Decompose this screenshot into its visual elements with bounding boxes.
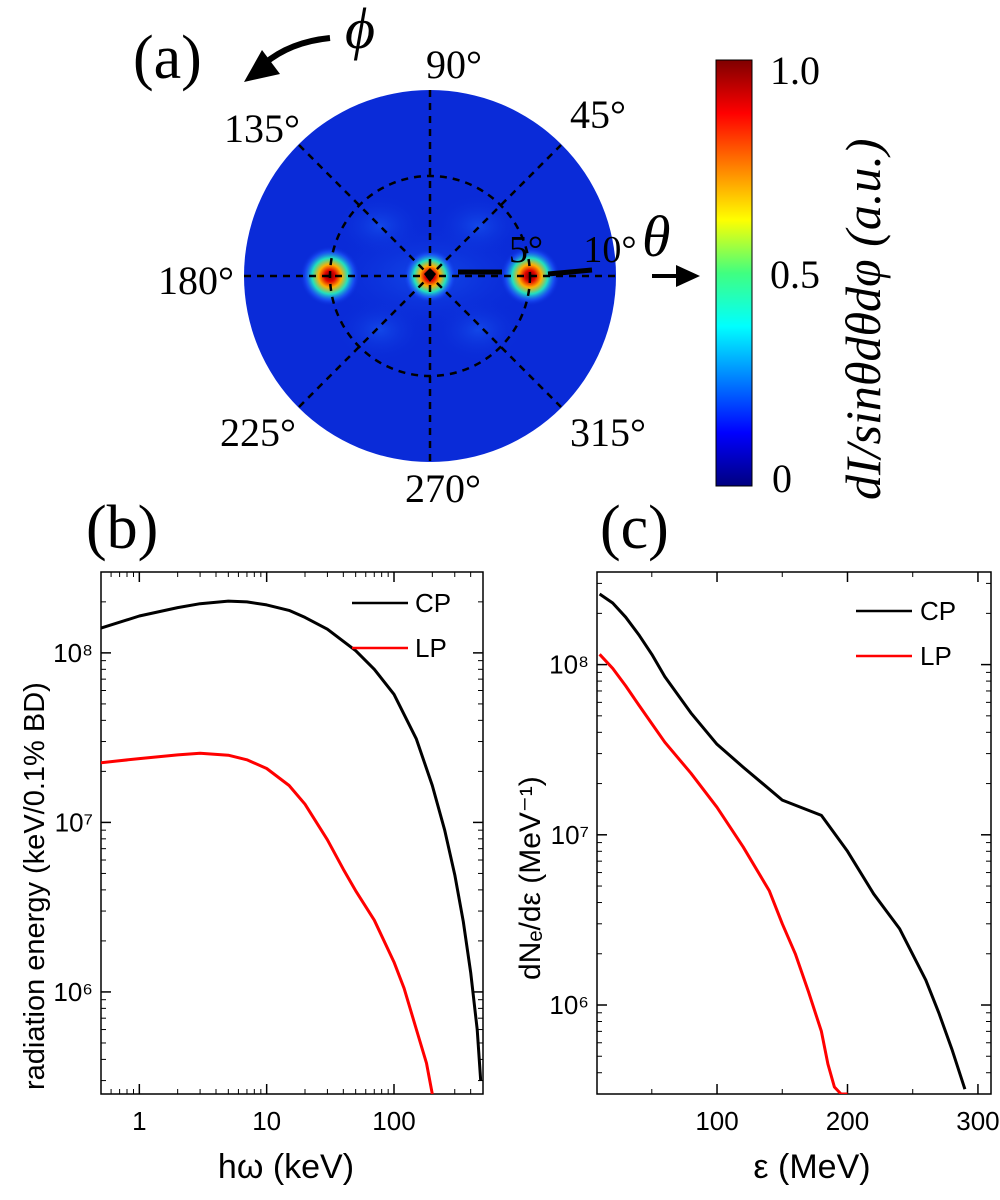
theta-arrow-head bbox=[676, 265, 700, 287]
colorbar-label: dI/sinθdθdφ (a.u.) bbox=[835, 139, 891, 500]
phi-arrow bbox=[262, 35, 331, 67]
y-tick-label: 10⁷ bbox=[551, 820, 589, 850]
x-tick-label: 100 bbox=[372, 1106, 415, 1136]
panel-a: (a) ϕ 90° 45° 135° 180° bbox=[133, 0, 891, 511]
axis-ticks-c: 10⁶ 10⁷ 10⁸ 100 200 300 bbox=[549, 572, 1000, 1136]
colorbar bbox=[715, 59, 753, 487]
y-tick-label: 10⁷ bbox=[55, 807, 93, 837]
y-axis-label-c: dNₑ/dε (MeV⁻¹) bbox=[514, 776, 547, 980]
series-line-cp bbox=[598, 592, 967, 1090]
y-tick-label: 10⁸ bbox=[53, 638, 93, 668]
radial-label-5: 5° bbox=[509, 229, 543, 271]
panel-c: (c) 10⁶ 10⁷ 10⁸ 100 200 300 CP LP dNₑ/dε (MeV… bbox=[514, 494, 1000, 1186]
x-tick-label: 1 bbox=[132, 1106, 146, 1136]
plot-frame-c bbox=[596, 571, 992, 1095]
panel-c-label: (c) bbox=[600, 494, 669, 562]
legend-label-lp: LP bbox=[920, 641, 952, 671]
azimuth-label-225: 225° bbox=[220, 410, 296, 455]
colorbar-tick-max: 1.0 bbox=[770, 48, 820, 93]
x-tick-label: 10 bbox=[252, 1106, 281, 1136]
axis-ticks-b: 10⁶ 10⁷ 10⁸ 1 10 100 bbox=[53, 571, 484, 1136]
azimuth-label-45: 45° bbox=[570, 92, 626, 137]
y-tick-label: 10⁶ bbox=[549, 990, 589, 1020]
phi-arrow-head bbox=[244, 50, 280, 82]
x-axis-label-b: hω (keV) bbox=[218, 1148, 354, 1186]
x-tick-label: 300 bbox=[956, 1106, 999, 1136]
panel-b: (b) 10⁶ 10⁷ 10⁸ 1 10 100 CP LP radiation ener… bbox=[19, 494, 484, 1186]
legend-label-cp: CP bbox=[415, 588, 451, 618]
colorbar-tick-mid: 0.5 bbox=[770, 252, 820, 297]
azimuth-label-270: 270° bbox=[405, 466, 481, 511]
theta-symbol: θ bbox=[642, 204, 671, 269]
plot-frame-b bbox=[100, 571, 484, 1095]
azimuth-label-135: 135° bbox=[224, 106, 300, 151]
center-marker bbox=[424, 268, 436, 282]
azimuth-label-315: 315° bbox=[570, 410, 646, 455]
series-line-lp bbox=[598, 653, 848, 1094]
phi-symbol: ϕ bbox=[345, 0, 375, 61]
y-tick-label: 10⁶ bbox=[53, 977, 93, 1007]
series-lines-b bbox=[101, 599, 483, 1094]
series-line-cp bbox=[101, 599, 483, 1081]
x-tick-label: 100 bbox=[695, 1106, 738, 1136]
y-axis-label-b: radiation energy (keV/0.1% BD) bbox=[19, 682, 51, 1090]
grid-circle-5deg bbox=[328, 174, 532, 378]
legend-label-lp: LP bbox=[415, 633, 447, 663]
radial-label-10: 10° bbox=[583, 229, 636, 271]
panel-b-label: (b) bbox=[86, 494, 158, 562]
series-lines-c bbox=[598, 592, 967, 1094]
colorbar-tick-min: 0 bbox=[772, 456, 792, 501]
y-tick-label: 10⁸ bbox=[549, 650, 589, 680]
theta-tick-bar bbox=[547, 267, 593, 277]
panel-a-label: (a) bbox=[133, 24, 202, 92]
legend-label-cp: CP bbox=[920, 596, 956, 626]
x-axis-label-c: ε (MeV) bbox=[753, 1148, 870, 1186]
azimuth-label-90: 90° bbox=[426, 42, 482, 87]
series-line-lp bbox=[101, 751, 434, 1094]
azimuth-label-180: 180° bbox=[158, 258, 234, 303]
x-tick-label: 200 bbox=[826, 1106, 869, 1136]
